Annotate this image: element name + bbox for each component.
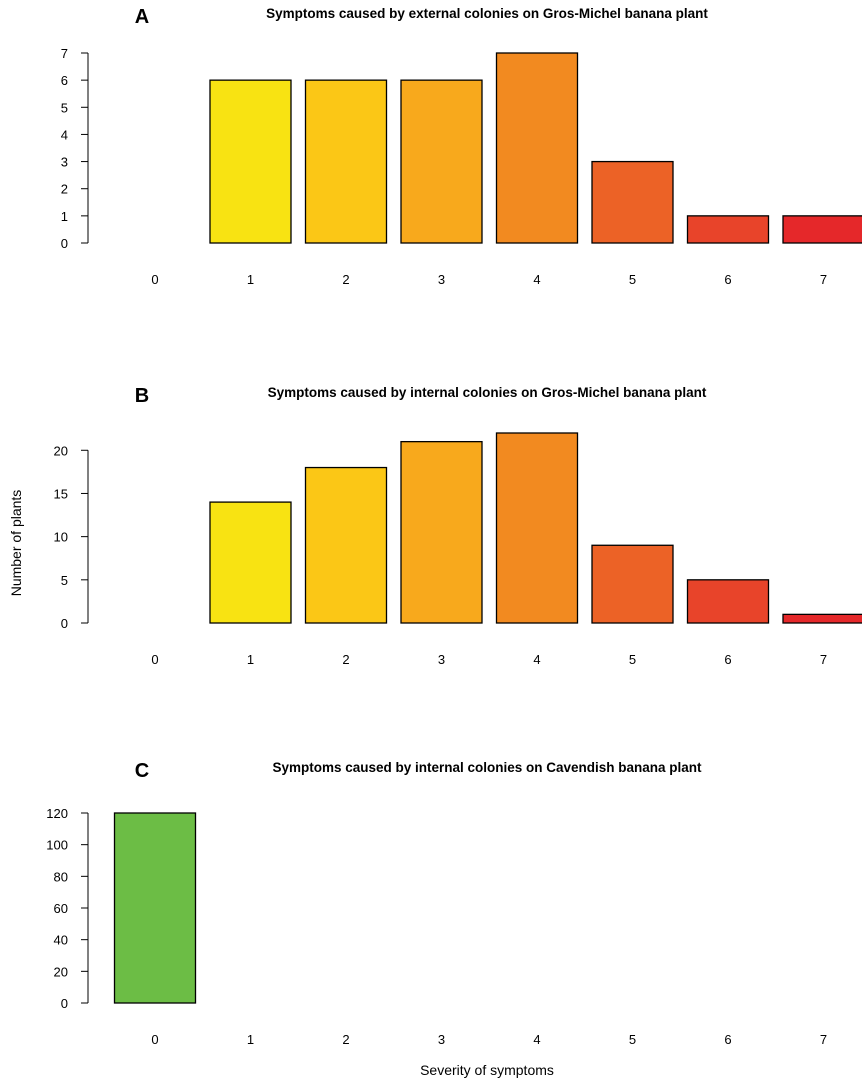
y-tick-label: 7 (61, 46, 68, 61)
y-tick-label: 5 (61, 100, 68, 115)
y-tick-label: 40 (54, 933, 68, 948)
y-tick-label: 3 (61, 155, 68, 170)
x-tick-label: 5 (629, 652, 636, 667)
y-tick-label: 120 (46, 806, 68, 821)
bar-B-1 (209, 501, 292, 624)
x-tick-label: 6 (724, 1032, 731, 1047)
chart-panel-C: C Symptoms caused by internal colonies on… (46, 760, 827, 1047)
chart-title: Symptoms caused by internal colonies on … (268, 385, 707, 400)
y-tick-label: 15 (54, 486, 68, 501)
y-tick-label: 60 (54, 901, 68, 916)
x-tick-label: 4 (533, 1032, 540, 1047)
x-tick-label: 7 (820, 272, 827, 287)
x-tick-label: 7 (820, 1032, 827, 1047)
x-tick-label: 1 (247, 272, 254, 287)
x-tick-label: 0 (151, 272, 158, 287)
x-tick-label: 3 (438, 272, 445, 287)
y-tick-label: 10 (54, 530, 68, 545)
bar-B-7 (782, 613, 862, 624)
x-tick-label: 0 (151, 1032, 158, 1047)
chart-panels: A Symptoms caused by external colonies on… (46, 6, 862, 1047)
bar-B-2 (304, 466, 388, 624)
x-tick-label: 2 (342, 272, 349, 287)
y-tick-label: 20 (54, 443, 68, 458)
y-tick-label: 0 (61, 616, 68, 631)
y-tick-label: 1 (61, 209, 68, 224)
bar-A-1 (209, 79, 292, 244)
x-tick-label: 6 (724, 272, 731, 287)
bar-A-7 (782, 215, 862, 244)
y-tick-label: 20 (54, 964, 68, 979)
x-tick-label: 5 (629, 1032, 636, 1047)
chart-title: Symptoms caused by internal colonies on … (272, 760, 702, 775)
chart-panel-A: A Symptoms caused by external colonies on… (61, 6, 862, 287)
x-tick-label: 7 (820, 652, 827, 667)
y-tick-label: 2 (61, 182, 68, 197)
panel-letter: A (135, 6, 149, 28)
y-tick-label: 100 (46, 838, 68, 853)
y-tick-label: 6 (61, 73, 68, 88)
x-tick-label: 3 (438, 652, 445, 667)
x-tick-label: 1 (247, 652, 254, 667)
y-tick-label: 4 (61, 127, 68, 142)
x-tick-label: 5 (629, 272, 636, 287)
y-tick-label: 0 (61, 996, 68, 1011)
y-tick-label: 80 (54, 869, 68, 884)
bar-A-5 (591, 160, 674, 244)
bar-A-6 (686, 215, 770, 244)
bar-A-3 (400, 79, 483, 244)
y-axis-label: Number of plants (8, 490, 24, 597)
bar-A-4 (495, 52, 579, 244)
x-tick-label: 2 (342, 652, 349, 667)
bar-B-6 (686, 579, 770, 624)
panel-letter: C (135, 760, 149, 782)
x-tick-label: 1 (247, 1032, 254, 1047)
bar-B-4 (495, 432, 579, 624)
chart-title: Symptoms caused by external colonies on … (266, 6, 708, 21)
y-tick-label: 5 (61, 573, 68, 588)
x-tick-label: 0 (151, 652, 158, 667)
x-tick-label: 2 (342, 1032, 349, 1047)
x-axis-label: Severity of symptoms (420, 1062, 554, 1078)
bar-A-2 (304, 79, 388, 244)
x-tick-label: 3 (438, 1032, 445, 1047)
bar-B-3 (400, 440, 483, 624)
chart-panel-B: B Symptoms caused by internal colonies on… (54, 385, 862, 667)
bar-B-5 (591, 544, 674, 624)
x-tick-label: 4 (533, 272, 540, 287)
y-tick-label: 0 (61, 236, 68, 251)
x-tick-label: 4 (533, 652, 540, 667)
x-tick-label: 6 (724, 652, 731, 667)
panel-letter: B (135, 385, 149, 407)
bar-C-0 (113, 812, 197, 1004)
